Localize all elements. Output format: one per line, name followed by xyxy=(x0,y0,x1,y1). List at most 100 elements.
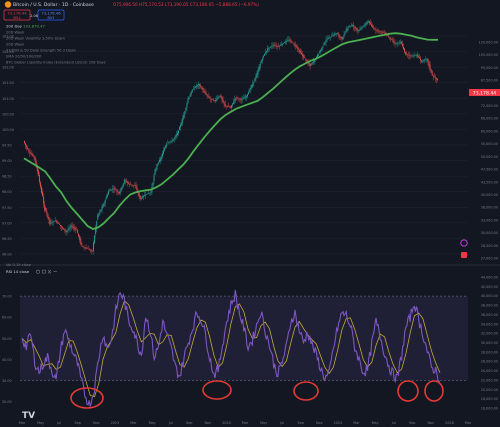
candle-body xyxy=(171,141,173,142)
candle-body xyxy=(400,41,402,45)
candle-body xyxy=(29,152,31,154)
rsi-band-fill xyxy=(20,296,468,381)
time-axis-tick-label: May xyxy=(37,421,44,425)
right-axis-tick-label: 40,000.00 xyxy=(481,193,498,197)
indicator-label[interactable]: 20D Week xyxy=(6,43,25,47)
candle-body xyxy=(181,122,183,126)
candle-body xyxy=(248,92,249,95)
candle-body xyxy=(335,33,337,35)
last-price-badge xyxy=(469,89,500,96)
buy-button[interactable] xyxy=(37,9,65,21)
candle-body xyxy=(136,187,138,191)
spread-value: 2.06 xyxy=(30,14,38,18)
candle-body xyxy=(422,60,424,62)
candle-body xyxy=(40,182,41,187)
indicator-label[interactable]: 200 Day 103,870.47 xyxy=(6,24,45,29)
candle-body xyxy=(152,182,154,187)
candle-body xyxy=(164,148,166,151)
candle-body xyxy=(104,199,106,203)
candle-body xyxy=(380,31,382,33)
candle-body xyxy=(370,22,372,25)
candle-body xyxy=(112,188,114,190)
trade-buttons[interactable]: 73,178.44 SELL 2.06 73,178.46 BUY xyxy=(3,9,65,21)
candle-body xyxy=(154,169,156,175)
candle-body xyxy=(119,191,121,194)
candle-body xyxy=(99,211,101,214)
candle-body xyxy=(366,22,368,24)
eye-icon[interactable] xyxy=(36,269,40,274)
candle-body xyxy=(65,230,67,232)
right-axis-tick-label: 43,500.00 xyxy=(481,180,498,184)
time-axis-tick-label: Jul xyxy=(56,421,61,425)
candle-body xyxy=(331,35,333,37)
candle-body xyxy=(354,26,356,28)
delete-icon[interactable] xyxy=(47,269,52,274)
candle-body xyxy=(163,150,165,155)
left-axis-tick-label: 97.00 xyxy=(2,221,12,225)
alert-icon[interactable] xyxy=(460,239,468,247)
candle-body xyxy=(192,89,194,90)
candle-body xyxy=(306,60,308,62)
candle-body xyxy=(431,71,433,76)
symbol-title[interactable]: Bitcoin / U.S. Dollar · 1D · Coinbase xyxy=(13,2,94,8)
indicator-label[interactable]: 20D Week Volatility 3.50% Down xyxy=(6,37,65,41)
time-axis-tick-label: May xyxy=(149,421,156,425)
candle-body xyxy=(355,27,357,29)
candle-body xyxy=(132,184,134,186)
candle-body xyxy=(303,55,305,58)
sell-button[interactable] xyxy=(3,9,31,21)
candle-body xyxy=(173,137,175,140)
candle-body xyxy=(425,59,427,60)
candle-body xyxy=(416,54,418,57)
flag-icon[interactable] xyxy=(461,252,467,258)
candle-body xyxy=(313,59,315,62)
rsi-legend[interactable]: RSI 14 close xyxy=(6,269,57,274)
candle-body xyxy=(111,189,113,191)
time-axis-tick-label: Jul xyxy=(279,421,284,425)
sell-label: SELL xyxy=(13,16,21,20)
candle-body xyxy=(352,25,353,26)
candle-body xyxy=(344,32,346,35)
candle-body xyxy=(377,30,379,31)
settings-icon[interactable] xyxy=(42,269,46,274)
candle-body xyxy=(290,40,292,42)
candle-body xyxy=(321,47,323,51)
candle-body xyxy=(150,192,152,193)
candle-body xyxy=(250,88,252,90)
candle-body xyxy=(255,75,257,80)
candle-body xyxy=(121,186,123,189)
candle-body xyxy=(130,184,132,185)
time-axis-tick-label: Nov xyxy=(316,421,323,425)
indicator-label[interactable]: BTC Global Liquidity Index (Extended) LB… xyxy=(6,61,106,65)
candle-body xyxy=(71,226,73,227)
indicator-label[interactable]: 20D Week xyxy=(6,31,25,35)
candle-body xyxy=(48,217,50,220)
candle-body xyxy=(227,106,229,107)
candle-body xyxy=(329,36,331,38)
candle-body xyxy=(403,46,404,50)
candle-body xyxy=(116,190,118,192)
rsi-volume-label[interactable]: Vol 0.19 close xyxy=(6,263,32,267)
candle-body xyxy=(166,143,168,146)
candle-body xyxy=(266,50,268,53)
candle-body xyxy=(27,147,29,150)
candle-body xyxy=(237,97,239,99)
candle-body xyxy=(261,59,263,61)
right-axis-tick-label: 55,000.00 xyxy=(481,142,498,146)
indicator-label[interactable]: EMA 20/50/100/200 xyxy=(6,55,42,59)
candle-body xyxy=(34,156,36,162)
left-axis-tick-label: 102.50 xyxy=(2,50,14,54)
candle-body xyxy=(285,41,287,43)
rsi-legend-icons[interactable] xyxy=(36,269,57,274)
time-axis-tick-label: Sep xyxy=(186,421,192,425)
candle-body xyxy=(373,27,375,29)
candle-body xyxy=(272,45,274,46)
candle-body xyxy=(284,42,286,43)
indicator-label[interactable]: 21/50D & 50 Daily Strength 50 3 Down xyxy=(6,49,76,53)
rsi-title: RSI 14 close xyxy=(6,269,30,274)
candle-body xyxy=(288,39,290,41)
candle-body xyxy=(211,99,213,100)
indicator-legend: 200 Day 103,870.47 20D Week 20D Week Vol… xyxy=(6,24,106,65)
candle-body xyxy=(224,103,226,107)
right-axis-tick-label: 72,500.00 xyxy=(481,104,498,108)
